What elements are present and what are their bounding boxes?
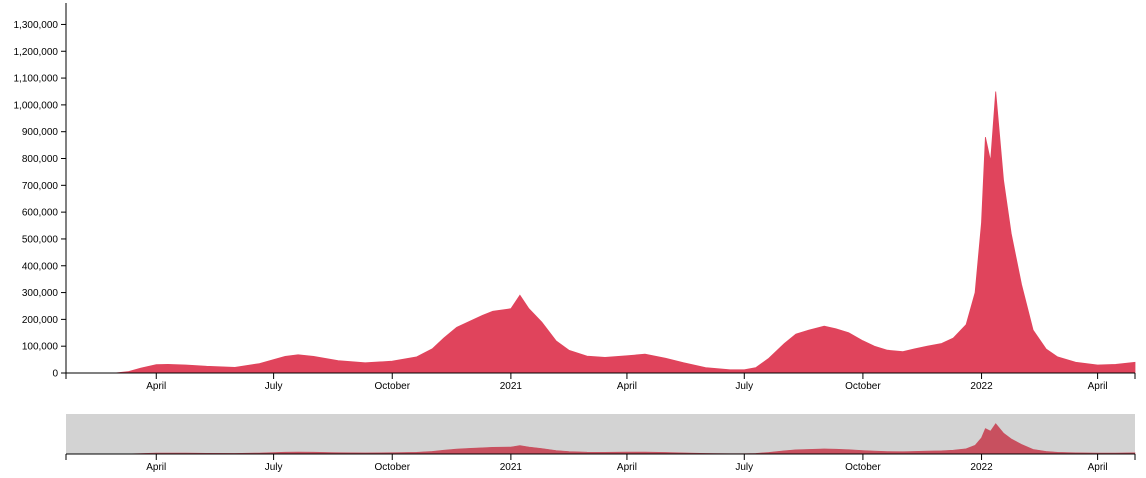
- x-axis: April July October 2021 April July October 2022…: [65, 372, 1136, 392]
- x-tick-label: April: [146, 381, 166, 392]
- x-tick-label: April: [1088, 381, 1108, 392]
- x-tick-label: July: [265, 381, 283, 392]
- main-chart: 0 100,000 200,000 300,000 400,000 500,000 600,…: [14, 3, 1136, 392]
- daily-cases-area: [65, 91, 1136, 374]
- x-tick-label: 2022: [970, 381, 993, 392]
- y-tick-label: 1,200,000: [14, 47, 59, 58]
- brush-x-tick-label: October: [374, 462, 410, 473]
- brush-x-tick-label: 2021: [500, 462, 523, 473]
- brush-x-axis: April July October 2021 April July October 2022…: [65, 453, 1136, 473]
- brush-x-tick-label: July: [735, 462, 753, 473]
- x-tick-label: October: [845, 381, 881, 392]
- y-tick-label: 200,000: [22, 315, 59, 326]
- brush-x-tick-label: April: [1088, 462, 1108, 473]
- y-tick-label: 500,000: [22, 234, 59, 245]
- brush-selection-area[interactable]: [66, 414, 1135, 454]
- x-tick-label: July: [735, 381, 753, 392]
- main-area-group: [65, 91, 1136, 374]
- y-tick-label: 900,000: [22, 127, 59, 138]
- brush-cases-area: [66, 423, 1136, 455]
- y-tick-label: 300,000: [22, 288, 59, 299]
- y-tick-label: 600,000: [22, 208, 59, 219]
- y-tick-label: 700,000: [22, 181, 59, 192]
- x-tick-label: October: [374, 381, 410, 392]
- y-tick-label: 400,000: [22, 261, 59, 272]
- x-tick-label: 2021: [500, 381, 523, 392]
- brush-x-tick-label: July: [265, 462, 283, 473]
- brush-x-tick-label: April: [617, 462, 637, 473]
- y-tick-label: 0: [52, 369, 58, 380]
- brush-context-chart[interactable]: April July October 2021 April July October 2022…: [65, 414, 1136, 473]
- brush-area-group: [66, 423, 1136, 455]
- x-tick-label: April: [617, 381, 637, 392]
- y-tick-label: 800,000: [22, 154, 59, 165]
- brush-x-tick-label: 2022: [970, 462, 993, 473]
- brush-x-tick-label: October: [845, 462, 881, 473]
- brush-x-tick-label: April: [146, 462, 166, 473]
- y-tick-label: 1,100,000: [14, 74, 59, 85]
- y-axis: 0 100,000 200,000 300,000 400,000 500,000 600,…: [14, 3, 67, 380]
- y-tick-label: 1,000,000: [14, 100, 59, 111]
- y-tick-label: 1,300,000: [14, 20, 59, 31]
- y-tick-label: 100,000: [22, 342, 59, 353]
